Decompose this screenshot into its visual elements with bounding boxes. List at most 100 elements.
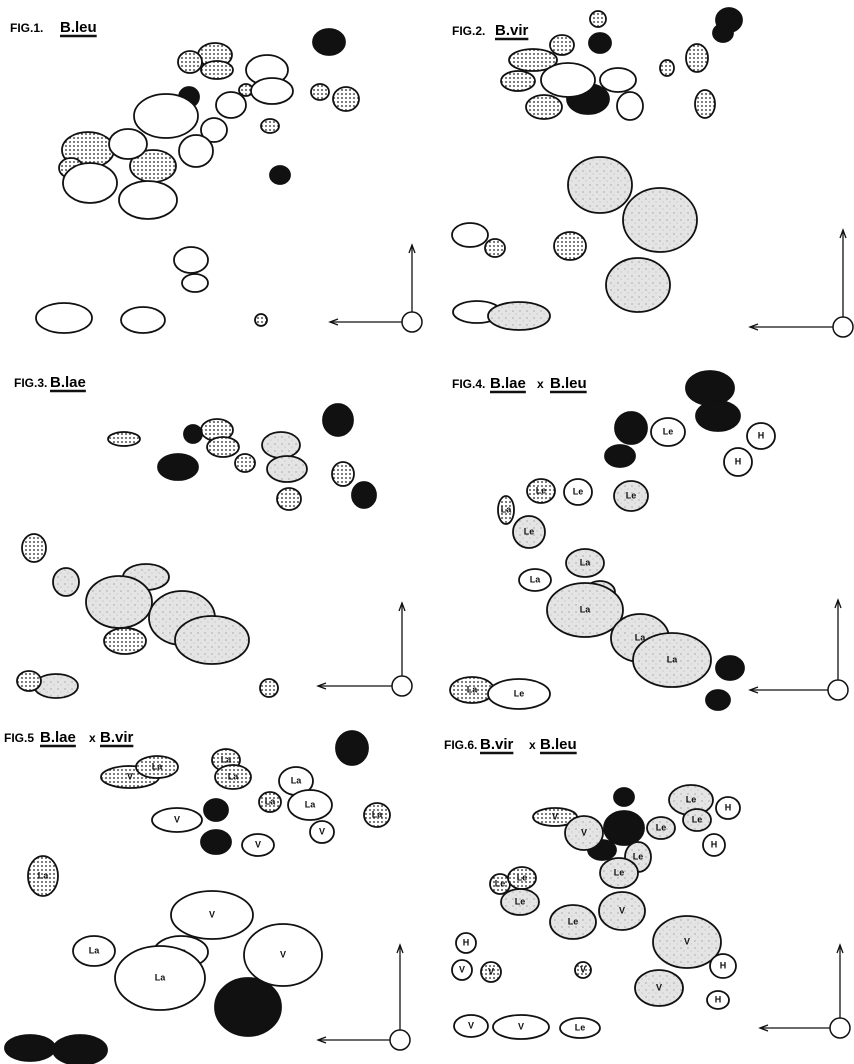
spot — [204, 799, 228, 821]
species-name: B.leu — [540, 736, 577, 753]
spot-label: V — [319, 826, 325, 836]
spot-label: La — [221, 754, 232, 764]
spot-label: Le — [573, 486, 584, 496]
spot — [501, 71, 535, 91]
spot — [488, 302, 550, 330]
spot-label: V — [581, 827, 587, 837]
spot-label: La — [467, 684, 478, 694]
spot — [262, 432, 300, 458]
spot — [623, 188, 697, 252]
spot-label: V — [459, 964, 465, 974]
spot-label: La — [305, 799, 316, 809]
spot — [526, 95, 562, 119]
spot-label: Le — [575, 1022, 586, 1032]
spot-label: Le — [495, 878, 506, 888]
origin-well — [833, 317, 853, 337]
spot-label: V — [619, 905, 625, 915]
spot-label: La — [667, 654, 678, 664]
spot — [216, 92, 246, 118]
spot-label: La — [265, 796, 276, 806]
spot — [53, 1035, 107, 1064]
spot — [5, 1035, 55, 1061]
spot-label: V — [280, 949, 286, 959]
spot — [175, 616, 249, 664]
spot-label: Le — [536, 485, 547, 495]
spot — [235, 454, 255, 472]
spot-label: La — [228, 771, 239, 781]
species-name: B.lae — [40, 729, 76, 746]
figure-number: FIG.2. — [452, 24, 485, 38]
species-name: B.vir — [495, 22, 529, 39]
spot — [716, 656, 744, 680]
spot-label: H — [725, 802, 732, 812]
cross-sign: x — [89, 731, 96, 745]
origin-well — [402, 312, 422, 332]
spot — [550, 35, 574, 55]
species-name: B.lae — [50, 374, 86, 391]
figure-number: FIG.4. — [452, 377, 485, 391]
spot-label: V — [684, 936, 690, 946]
spot-label: V — [518, 1021, 524, 1031]
spot — [313, 29, 345, 55]
spot — [554, 232, 586, 260]
spot — [332, 462, 354, 486]
spot — [17, 671, 41, 691]
spot-label: La — [155, 972, 166, 982]
spot — [452, 223, 488, 247]
spot — [660, 60, 674, 76]
spot — [695, 90, 715, 118]
spot-label: V — [552, 811, 558, 821]
spot-label: La — [38, 870, 49, 880]
spot-label: Le — [663, 426, 674, 436]
spot-label: H — [735, 456, 742, 466]
spot — [696, 401, 740, 431]
spot — [267, 456, 307, 482]
spot-label: Le — [656, 822, 667, 832]
spot — [260, 679, 278, 697]
figure: FIG.1.B.leuFIG.2.B.virFIG.3.B.laeFIG.4.B… — [0, 0, 854, 1064]
origin-well — [390, 1030, 410, 1050]
spot — [63, 163, 117, 203]
spot — [615, 412, 647, 444]
spot — [617, 92, 643, 120]
spot-label: La — [372, 809, 383, 819]
spot — [686, 44, 708, 72]
spot — [706, 690, 730, 710]
spot — [179, 135, 213, 167]
spot — [606, 258, 670, 312]
spot — [255, 314, 267, 326]
spot — [134, 94, 198, 138]
spot-label: V — [580, 964, 586, 974]
spot — [333, 87, 359, 111]
spot — [201, 61, 233, 79]
figure-number: FIG.5 — [4, 731, 34, 745]
species-name: B.leu — [60, 19, 97, 36]
spot — [53, 568, 79, 596]
spot-label: Le — [517, 872, 528, 882]
origin-well — [392, 676, 412, 696]
spot — [104, 628, 146, 654]
spot-label: Le — [686, 794, 697, 804]
spot — [589, 33, 611, 53]
figure-number: FIG.3. — [14, 376, 47, 390]
spot — [600, 68, 636, 92]
spot-label: La — [530, 574, 541, 584]
spot — [251, 78, 293, 104]
species-name: B.vir — [100, 729, 134, 746]
spot-label: Le — [568, 916, 579, 926]
spot — [22, 534, 46, 562]
spot-label: Le — [514, 688, 525, 698]
origin-well — [828, 680, 848, 700]
spot-label: V — [255, 839, 261, 849]
spot-label: La — [501, 504, 512, 514]
spot-label: H — [715, 994, 722, 1004]
spot — [352, 482, 376, 508]
spot — [713, 24, 733, 42]
spot-label: H — [463, 937, 470, 947]
spot — [108, 432, 140, 446]
spot — [323, 404, 353, 436]
spot-label: Le — [633, 851, 644, 861]
spot-label: V — [488, 966, 494, 976]
spot — [336, 731, 368, 765]
spot — [174, 247, 208, 273]
